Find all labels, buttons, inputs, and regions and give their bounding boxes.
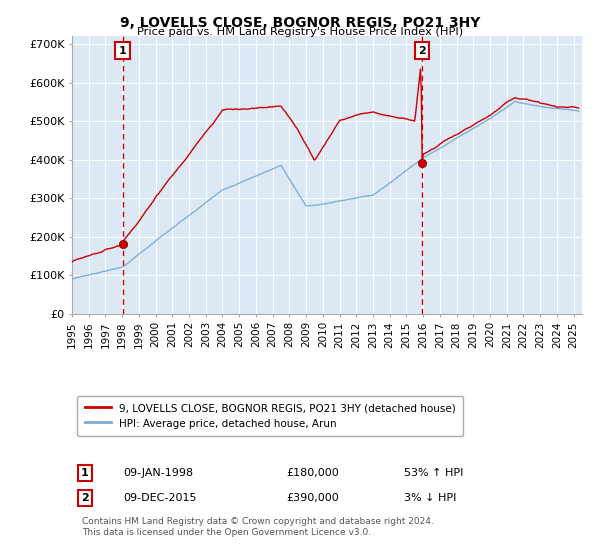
Text: 1: 1 — [119, 46, 127, 55]
Text: 3% ↓ HPI: 3% ↓ HPI — [404, 493, 456, 503]
Text: Contains HM Land Registry data © Crown copyright and database right 2024.
This d: Contains HM Land Registry data © Crown c… — [82, 517, 434, 536]
Text: 2: 2 — [81, 493, 89, 503]
Text: £390,000: £390,000 — [286, 493, 339, 503]
Legend: 9, LOVELLS CLOSE, BOGNOR REGIS, PO21 3HY (detached house), HPI: Average price, d: 9, LOVELLS CLOSE, BOGNOR REGIS, PO21 3HY… — [77, 396, 463, 436]
Text: 09-DEC-2015: 09-DEC-2015 — [123, 493, 197, 503]
Text: 09-JAN-1998: 09-JAN-1998 — [123, 468, 193, 478]
Text: £180,000: £180,000 — [286, 468, 339, 478]
Text: 53% ↑ HPI: 53% ↑ HPI — [404, 468, 463, 478]
Text: 2: 2 — [418, 46, 425, 55]
Text: 9, LOVELLS CLOSE, BOGNOR REGIS, PO21 3HY: 9, LOVELLS CLOSE, BOGNOR REGIS, PO21 3HY — [120, 16, 480, 30]
Text: Price paid vs. HM Land Registry's House Price Index (HPI): Price paid vs. HM Land Registry's House … — [137, 27, 463, 37]
Text: 1: 1 — [81, 468, 89, 478]
